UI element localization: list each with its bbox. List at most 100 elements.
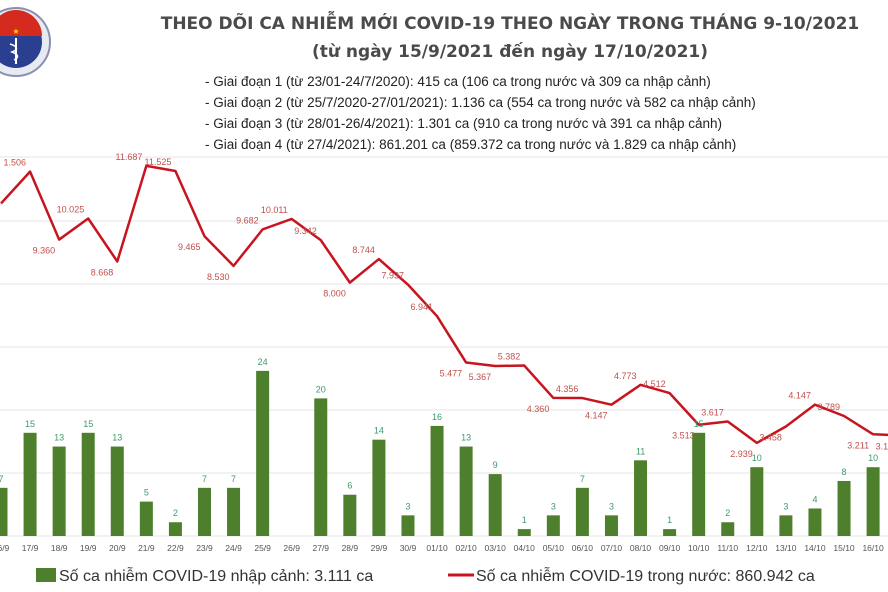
- x-tick-label: 14/10: [804, 543, 826, 553]
- x-tick-label: 20/9: [109, 543, 126, 553]
- bar: [52, 446, 66, 536]
- bar-value-label: 3: [609, 501, 614, 511]
- x-tick-label: 02/10: [455, 543, 477, 553]
- line-value-label: 3.617: [701, 407, 724, 417]
- bar: [634, 460, 648, 536]
- line-value-label: 1.506: [4, 158, 27, 168]
- x-tick-label: 13/10: [775, 543, 797, 553]
- bar-value-label: 24: [258, 357, 268, 367]
- bar: [430, 425, 444, 536]
- bar-value-label: 2: [173, 508, 178, 518]
- bar: [837, 480, 851, 536]
- bar: [256, 370, 270, 536]
- bar-value-label: 1: [667, 515, 672, 525]
- bar: [110, 446, 124, 536]
- line-value-label: 3.211: [847, 440, 869, 450]
- bar: [343, 494, 357, 536]
- line-value-label: 4.147: [585, 411, 608, 421]
- x-tick-label: 16/9: [0, 543, 10, 553]
- bar-value-label: 10: [868, 453, 878, 463]
- line-value-label: 4.512: [643, 379, 666, 389]
- x-tick-label: 04/10: [514, 543, 536, 553]
- x-tick-label: 06/10: [572, 543, 594, 553]
- line-value-label: 4.147: [788, 391, 811, 401]
- x-tick-label: 26/9: [283, 543, 300, 553]
- x-tick-label: 30/9: [400, 543, 417, 553]
- x-tick-label: 21/9: [138, 543, 155, 553]
- bar: [721, 522, 735, 536]
- line-value-label: 7.937: [381, 271, 404, 281]
- line-value-label: 3.789: [817, 402, 840, 412]
- x-tick-label: 11/10: [717, 543, 738, 553]
- bar: [692, 432, 706, 536]
- bar: [227, 487, 241, 536]
- line-value-label: 5.367: [469, 372, 492, 382]
- bar-value-label: 8: [842, 467, 847, 477]
- line-value-label: 10.011: [261, 205, 288, 215]
- bar-value-label: 7: [580, 474, 585, 484]
- bar-value-label: 1: [522, 515, 527, 525]
- bar-value-label: 15: [25, 419, 35, 429]
- bar: [779, 515, 793, 536]
- line-value-label: 6.941: [411, 302, 434, 312]
- bar-value-label: 20: [316, 384, 326, 394]
- line-value-label: 3.175: [876, 441, 888, 451]
- bar: [23, 432, 37, 536]
- stage-4-summary: - Giai đoạn 4 (từ 27/4/2021): 861.201 ca…: [205, 137, 737, 152]
- bar: [750, 467, 764, 536]
- line-value-label: 9.342: [294, 226, 317, 236]
- bar: [314, 398, 328, 536]
- bar: [866, 467, 880, 536]
- ministry-of-health-logo: ★: [0, 7, 51, 77]
- svg-text:★: ★: [12, 27, 19, 36]
- bar-value-label: 3: [783, 501, 788, 511]
- x-tick-label: 25/9: [254, 543, 271, 553]
- line-value-label: 11.687: [115, 152, 142, 162]
- line-value-label: 10.025: [57, 205, 85, 215]
- bar: [401, 515, 415, 536]
- x-tick-label: 22/9: [167, 543, 184, 553]
- bar: [81, 432, 95, 536]
- bar: [546, 515, 560, 536]
- x-tick-label: 29/9: [371, 543, 388, 553]
- line-value-label: 4.356: [556, 384, 579, 394]
- x-tick-label: 01/10: [426, 543, 448, 553]
- line-value-label: 8.668: [91, 267, 114, 277]
- bar: [139, 501, 153, 536]
- x-tick-label: 23/9: [196, 543, 213, 553]
- x-tick-label: 09/10: [659, 543, 681, 553]
- bar: [575, 487, 589, 536]
- line-value-label: 2.939: [730, 449, 753, 459]
- bar-value-label: 7: [202, 474, 207, 484]
- x-tick-label: 28/9: [342, 543, 359, 553]
- bar-value-label: 7: [231, 474, 236, 484]
- legend-line-label: Số ca nhiễm COVID-19 trong nước: 860.942…: [476, 566, 815, 585]
- stage-1-summary: - Giai đoạn 1 (từ 23/01-24/7/2020): 415 …: [205, 74, 711, 89]
- bar-value-label: 13: [54, 433, 64, 443]
- bar: [168, 522, 182, 536]
- bar-value-label: 11: [636, 446, 645, 456]
- domestic-cases-line: [0, 164, 888, 445]
- bar: [663, 529, 677, 536]
- bar: [604, 515, 618, 536]
- bar-value-label: 6: [347, 481, 352, 491]
- bar-value-label: 4: [812, 494, 817, 504]
- bar-value-label: 9: [493, 460, 498, 470]
- x-tick-label: 12/10: [746, 543, 768, 553]
- bar-value-label: 3: [405, 501, 410, 511]
- x-tick-label: 05/10: [543, 543, 565, 553]
- chart-title: THEO DÕI CA NHIỄM MỚI COVID-19 THEO NGÀY…: [160, 14, 860, 34]
- x-tick-label: 07/10: [601, 543, 623, 553]
- line-value-label: 8.744: [352, 245, 375, 255]
- bar-value-label: 5: [144, 488, 149, 498]
- bar-value-label: 15: [694, 419, 704, 429]
- line-value-label: 11.525: [145, 157, 172, 167]
- bar-value-label: 13: [461, 433, 471, 443]
- x-tick-label: 24/9: [225, 543, 242, 553]
- bar: [808, 508, 822, 536]
- bar-value-label: 15: [83, 419, 93, 429]
- bar: [372, 439, 386, 536]
- line-value-label: 3.458: [759, 432, 782, 442]
